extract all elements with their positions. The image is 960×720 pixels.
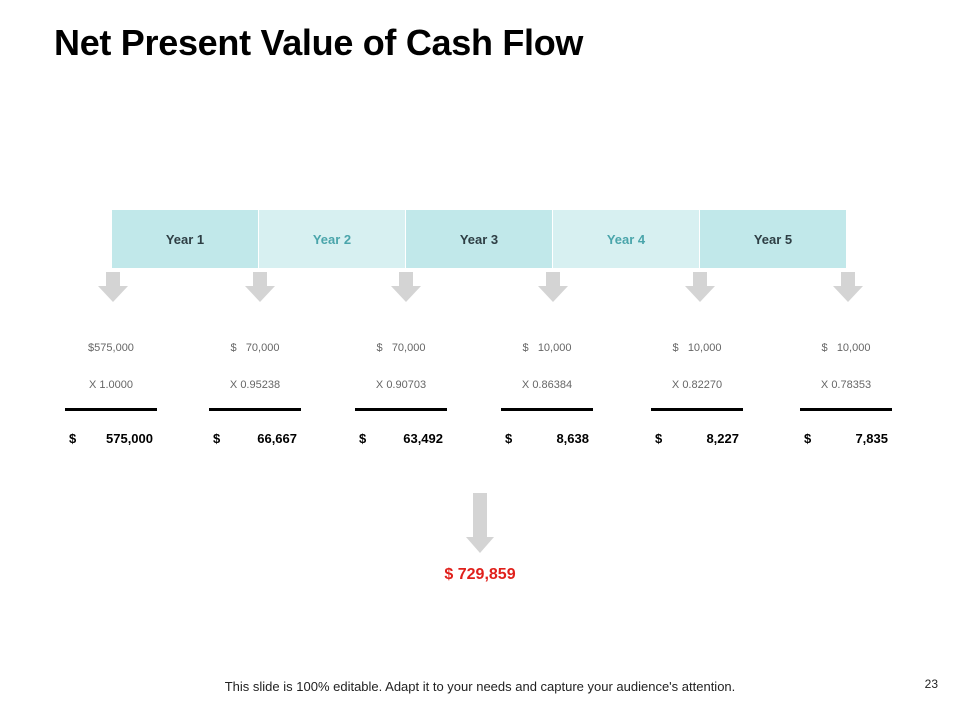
- currency-symbol: $: [213, 431, 221, 446]
- present-value-amount: 7,835: [855, 431, 888, 446]
- sum-rule: [800, 408, 892, 411]
- cash-flow-value: $ 70,000: [376, 342, 426, 354]
- slide-title: Net Present Value of Cash Flow: [54, 22, 584, 63]
- sum-rule: [65, 408, 157, 411]
- present-value-amount: 8,638: [556, 431, 589, 446]
- cash-flow-value: $ 10,000: [522, 342, 572, 354]
- cash-flow-value: $ 10,000: [821, 342, 871, 354]
- sum-rule: [651, 408, 743, 411]
- down-arrow-icon: [98, 272, 128, 302]
- total-down-arrow-icon: [466, 493, 494, 553]
- down-arrow-icon: [833, 272, 863, 302]
- present-value-amount: 8,227: [706, 431, 739, 446]
- currency-symbol: $: [69, 431, 77, 446]
- present-value: $66,667: [213, 431, 297, 446]
- down-arrow-icon: [391, 272, 421, 302]
- currency-symbol: $: [359, 431, 367, 446]
- present-value: $8,227: [655, 431, 739, 446]
- cash-flow-value: $575,000: [88, 342, 134, 354]
- present-value-amount: 63,492: [403, 431, 443, 446]
- currency-symbol: $: [505, 431, 513, 446]
- present-value: $7,835: [804, 431, 888, 446]
- currency-symbol: $: [655, 431, 663, 446]
- present-value-amount: 66,667: [257, 431, 297, 446]
- discount-factor: X 0.78353: [820, 379, 872, 391]
- sum-rule: [355, 408, 447, 411]
- discount-factor: X 0.82270: [671, 379, 723, 391]
- down-arrow-icon: [538, 272, 568, 302]
- sum-rule: [501, 408, 593, 411]
- cash-flow-value: $ 10,000: [672, 342, 722, 354]
- page-number: 23: [924, 677, 938, 691]
- npv-total: $ 729,859: [444, 566, 516, 583]
- year-3-box: Year 3: [406, 210, 553, 268]
- cash-flow-value: $ 70,000: [230, 342, 280, 354]
- discount-factor: X 1.0000: [88, 379, 134, 391]
- present-value: $63,492: [359, 431, 443, 446]
- year-4-box: Year 4: [553, 210, 700, 268]
- year-2-box: Year 2: [259, 210, 406, 268]
- present-value-amount: 575,000: [106, 431, 153, 446]
- footer-note: This slide is 100% editable. Adapt it to…: [224, 679, 736, 694]
- discount-factor: X 0.90703: [375, 379, 427, 391]
- present-value: $8,638: [505, 431, 589, 446]
- discount-factor: X 0.95238: [229, 379, 281, 391]
- down-arrow-icon: [685, 272, 715, 302]
- year-1-box: Year 1: [112, 210, 259, 268]
- discount-factor: X 0.86384: [521, 379, 573, 391]
- down-arrow-icon: [245, 272, 275, 302]
- currency-symbol: $: [804, 431, 812, 446]
- year-5-box: Year 5: [700, 210, 847, 268]
- year-timeline: Year 1 Year 2 Year 3 Year 4 Year 5: [112, 210, 847, 268]
- sum-rule: [209, 408, 301, 411]
- present-value: $575,000: [69, 431, 153, 446]
